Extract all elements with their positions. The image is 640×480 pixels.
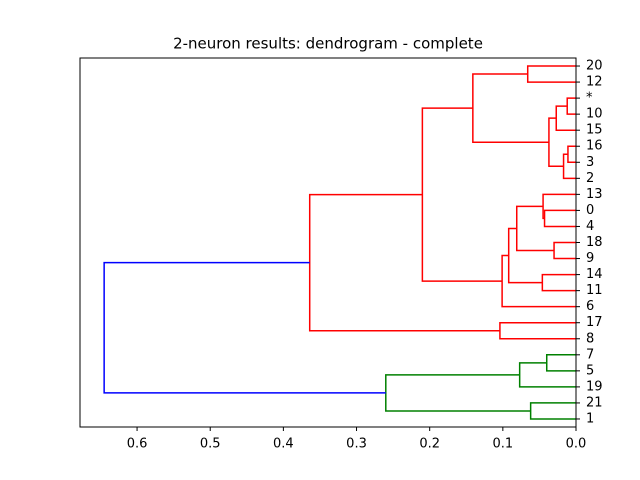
leaf-label: 13 xyxy=(586,187,603,202)
leaf-label: 10 xyxy=(586,107,603,122)
x-tick-label: 0.5 xyxy=(200,437,221,452)
link xyxy=(526,65,576,83)
link xyxy=(421,107,503,282)
leaf-label: 2 xyxy=(586,171,594,186)
leaf-label: 3 xyxy=(586,155,594,170)
leaf-label: 4 xyxy=(586,219,594,234)
leaf-label: 1 xyxy=(586,411,594,426)
leaf-label: 21 xyxy=(586,395,603,410)
leaf-label: 16 xyxy=(586,139,603,154)
x-tick-label: 0.1 xyxy=(492,437,513,452)
x-tick-label: 0.3 xyxy=(346,437,367,452)
leaf-label: * xyxy=(586,91,593,106)
leaf-label: 5 xyxy=(586,363,594,378)
leaf-label: 0 xyxy=(586,203,594,218)
link xyxy=(385,374,531,412)
leaf-label: 18 xyxy=(586,235,603,250)
leaf-label: 19 xyxy=(586,379,603,394)
leaf-label: 7 xyxy=(586,347,594,362)
link xyxy=(308,193,500,332)
link xyxy=(543,209,576,228)
link xyxy=(472,73,549,143)
leaf-label: 6 xyxy=(586,299,594,314)
link xyxy=(542,193,576,220)
leaf-label: 11 xyxy=(586,283,603,298)
leaf-label: 17 xyxy=(586,315,603,330)
link xyxy=(567,145,576,164)
x-tick-label: 0.4 xyxy=(273,437,294,452)
x-tick-label: 0.0 xyxy=(566,437,587,452)
link xyxy=(555,105,576,131)
leaf-label: 9 xyxy=(586,251,594,266)
link xyxy=(518,362,576,388)
leaf-label: 15 xyxy=(586,123,603,138)
x-tick-label: 0.2 xyxy=(419,437,440,452)
leaf-label: 20 xyxy=(586,59,603,74)
link xyxy=(103,261,386,394)
leaf-label: 14 xyxy=(586,267,603,282)
chart-title: 2-neuron results: dendrogram - complete xyxy=(173,35,483,53)
x-tick-label: 0.6 xyxy=(127,437,148,452)
leaf-label: 8 xyxy=(586,331,594,346)
leaf-label: 12 xyxy=(586,75,603,90)
